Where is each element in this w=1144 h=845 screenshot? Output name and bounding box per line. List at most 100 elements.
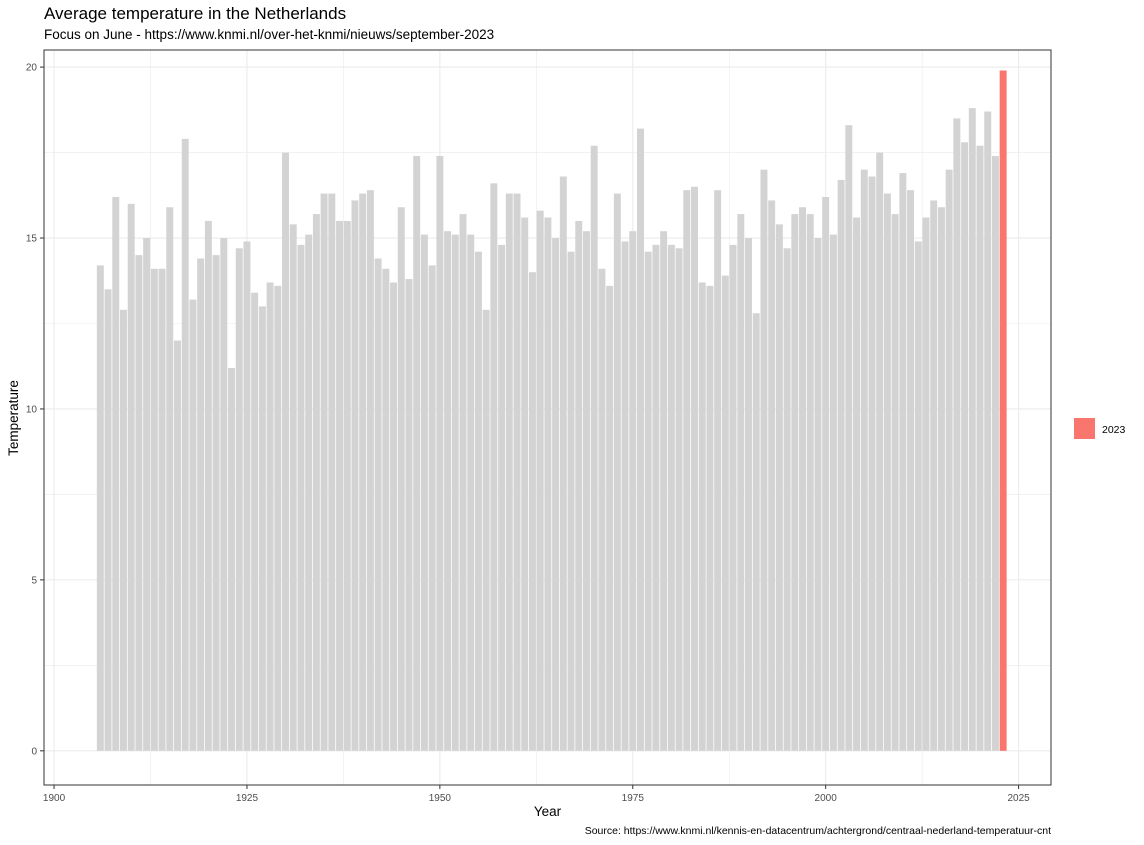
- bar-1967: [567, 251, 575, 751]
- bar-1912: [143, 238, 151, 751]
- bar-1946: [405, 279, 413, 751]
- bar-2016: [945, 169, 953, 751]
- bar-1934: [312, 214, 320, 751]
- y-tick-label: 5: [31, 575, 37, 586]
- bar-1972: [606, 285, 614, 751]
- bar-2013: [922, 217, 930, 751]
- bar-2017: [953, 118, 961, 751]
- bar-2014: [930, 200, 938, 751]
- bar-2002: [837, 179, 845, 751]
- bar-1921: [212, 255, 220, 751]
- bar-1973: [613, 193, 621, 751]
- bar-1954: [467, 234, 475, 751]
- y-tick-label: 0: [31, 746, 37, 757]
- bar-1992: [760, 169, 768, 751]
- bar-1991: [752, 313, 760, 751]
- bar-1938: [343, 220, 351, 751]
- bar-1939: [351, 200, 359, 751]
- bar-1987: [721, 275, 729, 751]
- bar-1914: [158, 268, 166, 751]
- bar-1950: [436, 155, 444, 751]
- bar-1913: [150, 268, 158, 751]
- x-tick-label: 2000: [815, 793, 838, 804]
- bar-1941: [366, 190, 374, 751]
- bar-1974: [621, 241, 629, 751]
- bar-1949: [428, 265, 436, 751]
- bar-1915: [166, 207, 174, 751]
- bar-2004: [853, 217, 861, 751]
- bar-1908: [112, 197, 120, 751]
- bar-1961: [521, 217, 529, 751]
- bar-2020: [976, 145, 984, 751]
- bar-2021: [984, 111, 992, 751]
- bar-1906: [96, 265, 104, 751]
- chart-subtitle: Focus on June - https://www.knmi.nl/over…: [44, 27, 495, 42]
- bar-1918: [189, 299, 197, 751]
- bar-1910: [127, 203, 135, 751]
- y-tick-label: 20: [26, 63, 38, 74]
- bar-2008: [883, 193, 891, 751]
- bar-1975: [629, 231, 637, 751]
- bar-2001: [829, 234, 837, 751]
- bar-1927: [258, 306, 266, 751]
- axes: 1900 1925 1950 1975 2000 2025 0 5 10 15 20: [26, 63, 1030, 804]
- bar-1979: [660, 231, 668, 751]
- panel-border: [43, 49, 1052, 786]
- bar-1936: [328, 193, 336, 751]
- bar-1916: [174, 340, 181, 751]
- bar-1996: [791, 214, 799, 751]
- bar-1971: [598, 268, 606, 751]
- bar-2007: [876, 152, 884, 751]
- bar-1980: [667, 244, 675, 751]
- bar-1919: [197, 258, 205, 751]
- bar-2005: [860, 169, 868, 751]
- legend-label-2023: 2023: [1102, 424, 1126, 436]
- bar-2006: [868, 176, 876, 751]
- x-tick-label: 1950: [429, 793, 452, 804]
- bar-2018: [961, 142, 969, 751]
- bar-1917: [181, 138, 189, 751]
- bar-1955: [474, 251, 482, 751]
- bar-1960: [513, 193, 521, 751]
- bar-1951: [444, 231, 452, 751]
- bar-1990: [745, 238, 752, 751]
- bar-1909: [120, 309, 127, 751]
- x-tick-label: 1975: [622, 793, 645, 804]
- bar-1977: [644, 251, 652, 751]
- bar-1999: [814, 238, 822, 751]
- bar-1989: [737, 214, 745, 751]
- bar-1968: [575, 220, 583, 751]
- bar-1984: [698, 282, 706, 751]
- bar-1958: [498, 244, 506, 751]
- bar-1923: [228, 367, 235, 751]
- bar-2010: [899, 173, 907, 751]
- bar-1985: [706, 285, 714, 751]
- bar-1930: [282, 152, 289, 751]
- x-tick-label: 2025: [1007, 793, 1030, 804]
- bar-1943: [382, 268, 390, 751]
- chart-title: Average temperature in the Netherlands: [44, 4, 347, 23]
- bar-1965: [552, 238, 560, 751]
- bar-2022: [991, 155, 999, 751]
- bar-1964: [544, 217, 552, 751]
- bar-2011: [907, 190, 915, 751]
- bar-1944: [390, 282, 398, 751]
- bar-1959: [505, 193, 513, 751]
- bar-1926: [251, 292, 259, 751]
- chart-caption: Source: https://www.knmi.nl/kennis-en-da…: [584, 825, 1051, 837]
- bar-1978: [652, 244, 660, 751]
- x-axis-title: Year: [534, 804, 562, 819]
- bar-2023-highlight: [999, 70, 1007, 751]
- bar-2015: [937, 207, 945, 751]
- bar-1998: [806, 214, 814, 751]
- bar-1935: [320, 193, 328, 751]
- bar-1962: [528, 272, 536, 751]
- bar-1957: [490, 183, 498, 751]
- legend-key-2023: [1074, 418, 1095, 439]
- bar-1994: [775, 224, 783, 751]
- bar-1928: [266, 282, 274, 751]
- bar-1981: [675, 248, 683, 751]
- bar-1969: [582, 231, 590, 751]
- bar-1922: [220, 238, 228, 751]
- bar-1970: [590, 145, 598, 751]
